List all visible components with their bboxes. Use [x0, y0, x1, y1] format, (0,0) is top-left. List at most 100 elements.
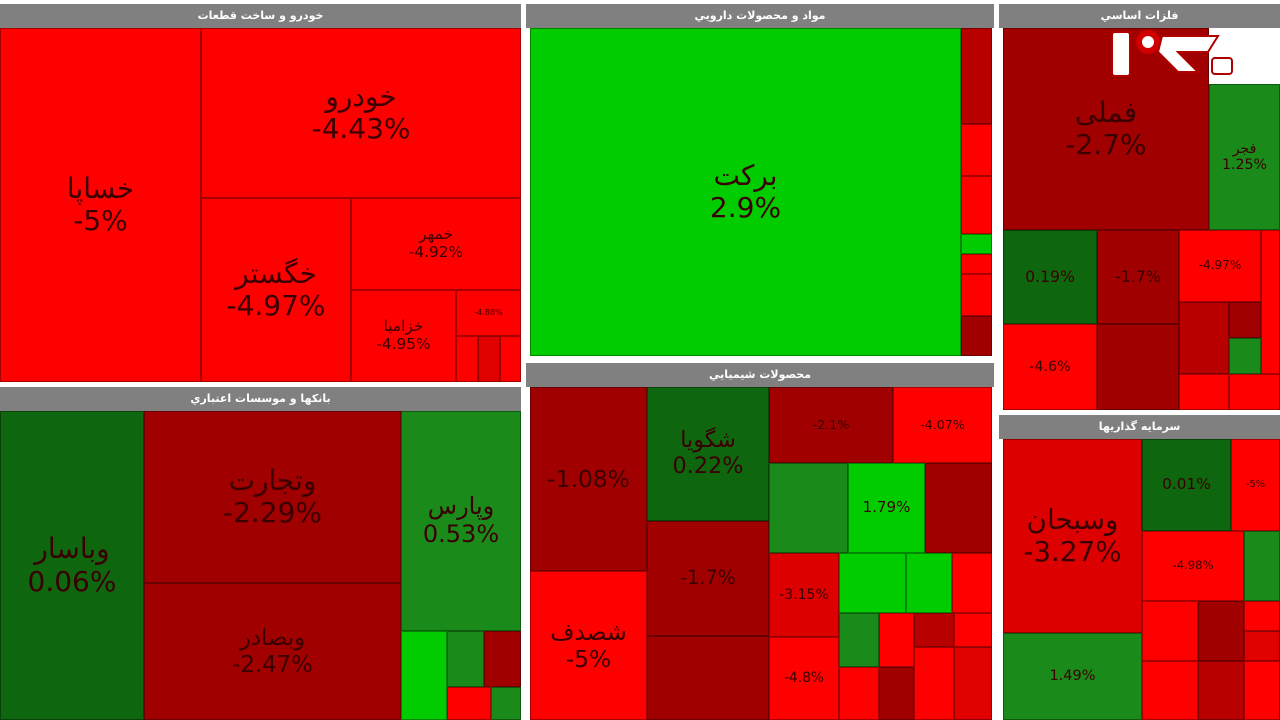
tile-metals-small[interactable] [1229, 374, 1280, 410]
panel-metals-title: فلزات اساسي [999, 4, 1280, 28]
panel-invest-title: سرمايه گذاريها [999, 415, 1280, 439]
tile-invest-b[interactable]: -4.98% [1142, 531, 1244, 601]
tile-invest-small[interactable] [1198, 661, 1244, 720]
tile-chem-small[interactable] [839, 553, 906, 613]
tile-metals-b[interactable]: -1.7% [1097, 230, 1179, 324]
panel-auto-title: خودرو و ساخت قطعات [0, 4, 521, 28]
tile-auto-tiny[interactable] [500, 336, 521, 382]
tile-vbasar[interactable]: وباسار 0.06% [0, 411, 144, 720]
panel-invest: سرمايه گذاريها وسبحان -3.27% 0.01% -4.98%… [999, 415, 1280, 720]
tile-chem-small[interactable] [839, 613, 879, 667]
tile-invest-small[interactable] [1142, 661, 1198, 720]
tile-auto-small[interactable]: -4.88% [456, 290, 521, 336]
tile-vpars[interactable]: وپارس 0.53% [401, 411, 521, 631]
tile-chem-small[interactable] [954, 647, 992, 720]
tile-chem-a[interactable]: -1.08% [530, 387, 647, 571]
tile-khodro[interactable]: خودرو -4.43% [201, 28, 521, 198]
tile-khgostar[interactable]: خگستر -4.97% [201, 198, 351, 382]
tile-metals-a[interactable]: 0.19% [1003, 230, 1097, 324]
tile-change: -4.98% [1172, 558, 1214, 573]
tile-vtejarat[interactable]: وتجارت -2.29% [144, 411, 401, 583]
tile-change: -4.6% [1029, 358, 1071, 375]
tile-name: فملی [1074, 95, 1138, 129]
tile-vsobhan[interactable]: وسبحان -3.27% [1003, 439, 1142, 633]
tile-chem-small[interactable] [879, 613, 914, 667]
tile-chem-small[interactable] [647, 636, 769, 720]
tile-chem-small[interactable] [906, 553, 952, 613]
tile-chem-f[interactable]: -3.15% [769, 553, 839, 637]
tile-chem-small[interactable] [952, 553, 992, 613]
tile-banks-small[interactable] [401, 631, 447, 720]
tile-fajr[interactable]: فجر 1.25% [1209, 84, 1280, 230]
tile-chem-small[interactable] [879, 667, 914, 720]
tile-pharma-small[interactable] [961, 176, 992, 234]
tile-invest-d[interactable]: 1.49% [1003, 633, 1142, 720]
tile-chem-e[interactable]: 1.79% [848, 463, 925, 553]
tile-metals-small[interactable] [1261, 230, 1280, 374]
tile-shgoya[interactable]: شگویا 0.22% [647, 387, 769, 521]
tile-metals-small[interactable] [1229, 302, 1261, 338]
tile-auto-tiny[interactable] [456, 336, 478, 382]
tile-change: 2.9% [709, 191, 782, 224]
tile-pharma-small[interactable] [961, 316, 992, 356]
tile-pharma-small[interactable] [961, 28, 992, 124]
tile-vbsader[interactable]: وبصادر -2.47% [144, 583, 401, 720]
tile-banks-small[interactable] [447, 687, 491, 720]
tile-change: -2.29% [222, 496, 323, 529]
tile-metals-small[interactable] [1229, 338, 1261, 374]
tile-name: خگستر [235, 256, 317, 290]
tile-invest-c[interactable]: -5% [1231, 439, 1280, 531]
tile-invest-small[interactable] [1142, 601, 1198, 661]
tile-khzamia[interactable]: خزامیا -4.95% [351, 290, 456, 382]
tile-change: -5% [73, 204, 128, 237]
tile-change: 0.22% [672, 453, 744, 479]
tile-metals-small[interactable] [1097, 324, 1179, 410]
tile-chem-d[interactable]: -4.07% [893, 387, 992, 463]
tile-chem-small[interactable] [914, 647, 954, 720]
tile-metals-small[interactable] [1179, 374, 1229, 410]
tile-metals-c[interactable]: -4.97% [1179, 230, 1261, 302]
panel-pharma: مواد و محصولات دارويي برکت 2.9% [526, 4, 994, 358]
tile-chem-small[interactable] [839, 667, 879, 720]
panel-metals: فلزات اساسي فملی -2.7% فجر 1.25% 0.19% -1.… [999, 4, 1280, 410]
tile-shsadaf[interactable]: شصدف -5% [530, 571, 647, 720]
tile-khmehr[interactable]: خمهر -4.92% [351, 198, 521, 290]
tile-change: -5% [1245, 479, 1266, 491]
tile-pharma-small[interactable] [961, 254, 992, 274]
tile-khsapa[interactable]: خساپا -5% [0, 28, 201, 382]
tile-chem-small[interactable] [925, 463, 992, 553]
tile-chem-small[interactable] [769, 463, 848, 553]
tile-change: -1.7% [680, 566, 736, 590]
tile-pharma-small[interactable] [961, 274, 992, 316]
panel-banks: بانکها و موسسات اعتباري وباسار 0.06% وتجا… [0, 387, 521, 720]
tile-change: -4.88% [474, 308, 503, 318]
tile-banks-small[interactable] [491, 687, 521, 720]
tile-chem-g[interactable]: -4.8% [769, 637, 839, 720]
tile-metals-d[interactable]: -4.6% [1003, 324, 1097, 410]
tile-pharma-small[interactable] [961, 234, 992, 254]
panel-pharma-title: مواد و محصولات دارويي [526, 4, 994, 28]
tile-chem-small[interactable] [914, 613, 954, 647]
tile-change: -3.27% [1023, 535, 1122, 568]
tile-invest-small[interactable] [1244, 631, 1280, 661]
tile-invest-small[interactable] [1244, 661, 1280, 720]
tile-name: وپارس [427, 492, 495, 521]
tile-name: وسبحان [1026, 503, 1119, 537]
tile-barkat[interactable]: برکت 2.9% [530, 28, 961, 356]
tile-invest-small[interactable] [1244, 601, 1280, 631]
tile-change: -4.92% [408, 243, 464, 261]
tile-change: 0.01% [1162, 475, 1211, 494]
tile-change: -4.97% [226, 289, 326, 322]
tile-chem-c[interactable]: -2.1% [769, 387, 893, 463]
tile-invest-a[interactable]: 0.01% [1142, 439, 1231, 531]
tile-metals-small[interactable] [1179, 302, 1229, 374]
tile-chem-b[interactable]: -1.7% [647, 521, 769, 636]
tile-invest-small[interactable] [1198, 601, 1244, 661]
tile-banks-small[interactable] [447, 631, 484, 687]
tile-banks-small[interactable] [484, 631, 521, 687]
tile-invest-small[interactable] [1244, 531, 1280, 601]
tile-pharma-small[interactable] [961, 124, 992, 176]
tile-auto-tiny[interactable] [478, 336, 500, 382]
tile-name: وتجارت [228, 463, 317, 497]
tile-chem-small[interactable] [954, 613, 992, 647]
